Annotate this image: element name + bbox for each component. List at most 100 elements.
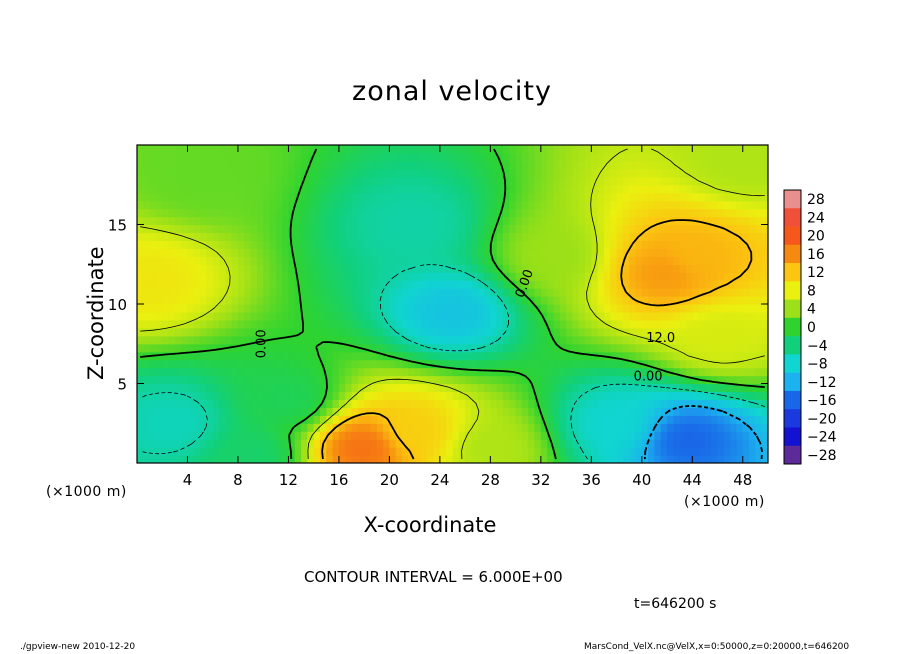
field-cell [534,240,542,249]
field-cell [206,145,214,154]
field-cell [137,145,144,154]
field-cell [275,264,283,273]
field-cell [471,145,479,154]
field-cell [471,168,479,178]
field-cell [143,399,151,408]
field-cell [515,399,523,408]
field-cell [616,296,624,305]
field-cell [648,280,656,289]
field-cell [566,248,573,257]
field-cell [408,288,416,297]
field-cell [256,383,264,393]
field-cell [263,359,271,369]
field-cell [742,256,750,265]
field-cell [465,304,473,313]
field-cell [490,439,498,448]
field-cell [206,375,214,385]
field-cell [559,280,567,289]
field-cell [143,145,151,154]
field-cell [376,351,384,361]
field-cell [427,423,435,432]
field-cell [376,264,384,273]
field-cell [667,200,674,210]
field-cell [174,447,182,456]
field-cell [137,280,144,289]
field-cell [547,367,555,377]
field-cell [364,145,372,154]
field-cell [742,335,750,345]
field-cell [319,399,327,408]
field-cell [231,375,239,385]
field-cell [364,343,372,353]
field-cell [597,447,605,456]
field-cell [553,184,561,194]
field-cell [357,168,365,178]
field-cell [534,152,542,162]
field-cell [635,296,643,305]
field-cell [471,383,479,393]
field-cell [641,431,649,440]
field-cell [471,351,479,361]
field-cell [200,311,208,321]
field-cell [755,351,763,361]
field-cell [345,407,353,416]
field-cell [332,272,340,281]
contour-interval-text: CONTOUR INTERVAL = 6.000E+00 [304,568,563,586]
field-cell [692,359,700,369]
field-cell [610,359,618,369]
field-cell [357,455,365,463]
field-cell [572,375,580,385]
field-cell [414,264,422,273]
field-cell [225,399,233,408]
field-cell [275,383,283,393]
field-cell [174,311,182,321]
field-cell [237,208,245,218]
field-cell [711,351,719,361]
field-cell [237,399,245,408]
field-cell [269,216,277,226]
field-cell [679,240,687,249]
field-cell [439,224,447,234]
field-cell [603,200,611,210]
field-cell [578,160,586,170]
field-cell [149,439,157,448]
field-cell [559,351,567,361]
field-cell [635,391,643,400]
field-cell [660,431,668,440]
field-cell [187,248,195,257]
field-cell [502,216,510,226]
field-cell [193,240,201,249]
field-cell [420,272,428,281]
field-cell [250,343,258,353]
field-cell [490,407,498,416]
field-cell [244,168,252,178]
field-cell [143,264,151,273]
field-cell [414,160,422,170]
field-cell [742,216,750,226]
field-cell [376,407,384,416]
field-cell [528,288,536,297]
field-cell [452,160,460,170]
field-cell [515,176,523,186]
field-cell [698,264,706,273]
field-cell [566,367,573,377]
field-cell [515,375,523,385]
field-cell [458,447,466,456]
field-cell [452,208,460,218]
field-cell [711,192,719,202]
field-cell [578,288,586,297]
field-cell [193,200,201,210]
field-cell [603,192,611,202]
field-cell [742,343,750,353]
field-cell [313,272,321,281]
field-cell [212,367,220,377]
field-cell [559,232,567,241]
field-cell [509,319,517,329]
field-cell [206,240,214,249]
field-cell [231,240,239,249]
field-cell [269,248,277,257]
field-cell [187,208,195,218]
field-cell [679,351,687,361]
field-cell [452,407,460,416]
field-cell [452,145,460,154]
